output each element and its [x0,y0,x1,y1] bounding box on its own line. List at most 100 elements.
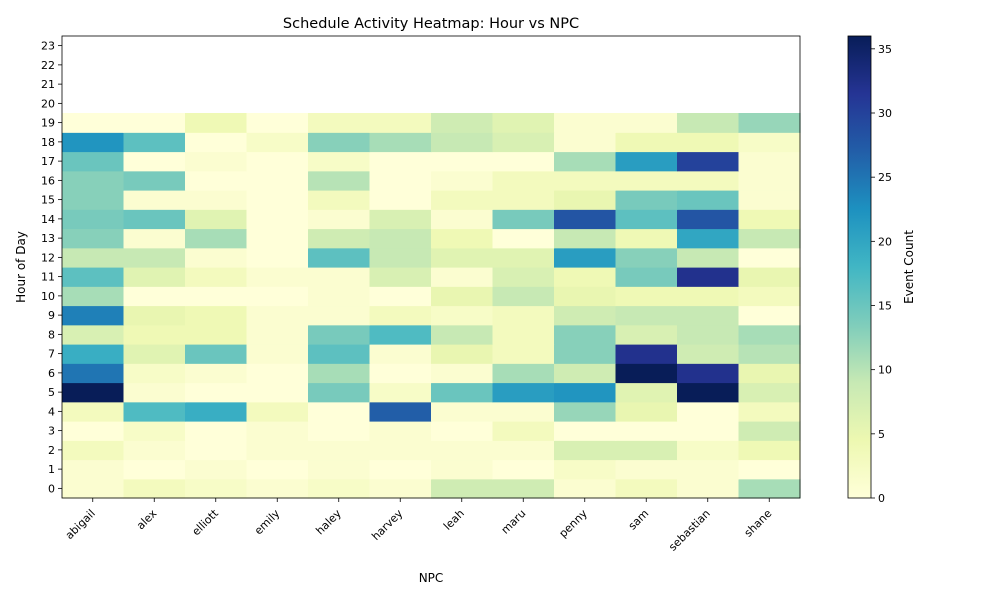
heatmap-cell [554,151,617,172]
heatmap-cell [554,478,617,499]
heatmap-cell [554,267,617,287]
heatmap-cell [677,382,740,403]
heatmap-cell [308,324,371,345]
heatmap-cell [677,170,740,191]
heatmap-cell [431,228,494,249]
heatmap-cell [615,286,678,307]
y-tick-label: 7 [48,348,55,361]
heatmap-cell [554,305,617,326]
heatmap-cell [123,286,186,307]
heatmap-cell [738,190,801,210]
heatmap-cell [62,401,125,422]
heatmap-cell [554,324,617,345]
heatmap-cell [185,209,248,230]
heatmap-cell [123,247,186,268]
x-axis-ticks: abigail alex elliott emily haley harvey leah ma… [63,498,775,554]
y-tick-label: 23 [41,40,55,53]
heatmap-cell [615,267,678,287]
heatmap-cell [492,305,555,326]
heatmap-cell [677,228,740,249]
colorbar-label: Event Count [902,230,916,304]
y-tick-label: 19 [41,117,55,130]
heatmap-cell [369,401,432,422]
heatmap-cell [554,421,617,441]
y-axis-label: Hour of Day [14,231,28,303]
heatmap-cell [369,267,432,287]
heatmap-cell [492,228,555,249]
x-tick-label: sebastian [666,507,713,554]
heatmap-cell [431,363,494,384]
y-tick-label: 8 [48,328,55,341]
heatmap-cell [554,459,617,480]
heatmap-cell [308,170,371,191]
x-tick-label: leah [441,507,467,533]
heatmap-cell [492,247,555,268]
colorbar-tick-label: 15 [878,300,892,313]
heatmap-cell [492,170,555,191]
y-tick-label: 18 [41,136,55,149]
heatmap-cell [185,401,248,422]
chart-title: Schedule Activity Heatmap: Hour vs NPC [283,16,579,32]
heatmap-cell [185,190,248,210]
heatmap-cell [308,132,371,153]
heatmap-cell [677,401,740,422]
heatmap-cell [677,440,740,461]
heatmap-cell [62,363,125,384]
heatmap-cell [246,247,309,268]
y-tick-label: 21 [41,78,55,91]
heatmap-cell [492,209,555,230]
heatmap-cell [246,324,309,345]
heatmap-cell [62,305,125,326]
heatmap-cell [185,305,248,326]
heatmap-cell [677,113,740,133]
heatmap-cell [62,247,125,268]
heatmap-cell [123,459,186,480]
heatmap-cell [246,305,309,326]
colorbar-tick-label: 10 [878,364,892,377]
heatmap-cell [123,228,186,249]
heatmap-cell [246,190,309,210]
heatmap-cell [677,286,740,307]
heatmap-cell [492,478,555,499]
heatmap-cell [431,286,494,307]
heatmap-cell [738,209,801,230]
heatmap-cell [185,363,248,384]
heatmap-cell [123,382,186,403]
colorbar-tick-label: 0 [878,492,885,505]
y-tick-label: 0 [48,482,55,495]
heatmap-cell [246,344,309,364]
heatmap-cell [554,440,617,461]
heatmap-cell [554,209,617,230]
colorbar-tick-label: 30 [878,107,892,120]
heatmap-cell [185,228,248,249]
heatmap-cell [554,363,617,384]
heatmap-cell [615,382,678,403]
heatmap-cell [738,247,801,268]
heatmap-cell [492,113,555,133]
heatmap-cell [246,151,309,172]
heatmap-cell [123,324,186,345]
heatmap-cell [554,401,617,422]
heatmap-cell [677,305,740,326]
heatmap-cell [677,478,740,499]
heatmap-cell [431,247,494,268]
heatmap-cell [246,267,309,287]
heatmap-cell [554,382,617,403]
heatmap-cell [308,286,371,307]
heatmap-cell [246,363,309,384]
heatmap-cell [492,344,555,364]
heatmap-cell [492,132,555,153]
heatmap-cell [62,344,125,364]
heatmap-cell [308,459,371,480]
heatmap-cell [369,286,432,307]
heatmap-cell [369,228,432,249]
heatmap-cell [185,151,248,172]
x-tick-label: alex [134,507,160,533]
heatmap-cell [431,401,494,422]
heatmap-cells [62,113,801,499]
y-tick-label: 16 [41,174,55,187]
heatmap-cell [123,305,186,326]
heatmap-cell [308,228,371,249]
heatmap-cell [492,324,555,345]
heatmap-cell [554,344,617,364]
